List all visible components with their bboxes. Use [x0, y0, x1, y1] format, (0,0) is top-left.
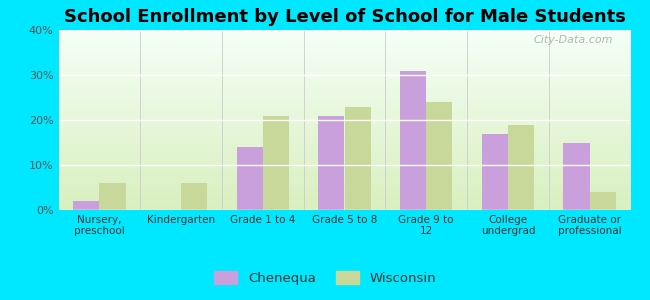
Bar [73, 201, 99, 210]
Bar [590, 192, 616, 210]
Bar [400, 70, 426, 210]
Title: School Enrollment by Level of School for Male Students: School Enrollment by Level of School for… [64, 8, 625, 26]
Bar [99, 183, 125, 210]
Bar [426, 102, 452, 210]
Bar [181, 183, 207, 210]
Bar [564, 142, 590, 210]
Bar [482, 134, 508, 210]
Legend: Chenequa, Wisconsin: Chenequa, Wisconsin [208, 266, 442, 290]
Text: City-Data.com: City-Data.com [534, 35, 614, 45]
Bar [318, 116, 344, 210]
Bar [263, 116, 289, 210]
Bar [237, 147, 263, 210]
Bar [344, 106, 370, 210]
Bar [508, 124, 534, 210]
